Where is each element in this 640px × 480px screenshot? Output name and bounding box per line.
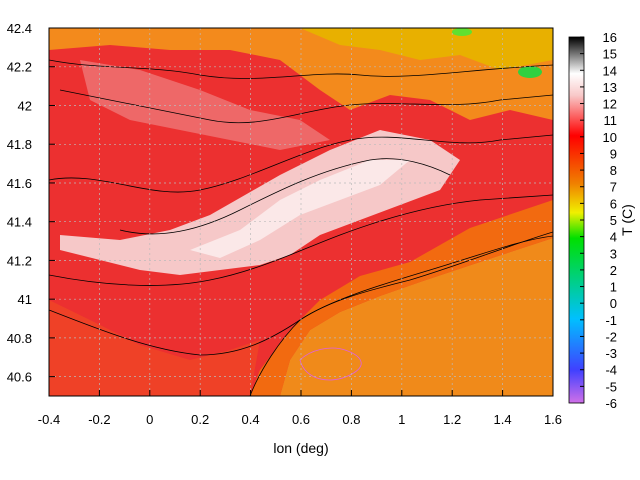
colorbar-title: T (C) xyxy=(619,204,635,236)
x-tick-label: 0.2 xyxy=(191,412,209,427)
x-tick-label: 0 xyxy=(146,412,153,427)
y-tick-label: 41.4 xyxy=(7,215,32,230)
x-axis-title: lon (deg) xyxy=(273,440,328,456)
x-tick-label: -0.4 xyxy=(38,412,60,427)
x-tick-label: 1.2 xyxy=(443,412,461,427)
colorbar-tick-label: 16 xyxy=(603,30,617,45)
interior-core xyxy=(190,160,410,258)
x-tick-label: -0.2 xyxy=(88,412,110,427)
colorbar-tick-label: 0 xyxy=(610,296,617,311)
colorbar-tick-label: -5 xyxy=(605,379,617,394)
coastal-band xyxy=(250,200,553,396)
x-tick-label: 0.6 xyxy=(292,412,310,427)
green-peak-2 xyxy=(452,28,472,36)
y-tick-label: 41.8 xyxy=(7,137,32,152)
y-tick-label: 42 xyxy=(18,98,32,113)
southwest-warm-strip xyxy=(49,300,260,396)
x-tick-label: 1.6 xyxy=(544,412,562,427)
colorbar-tick-label: -6 xyxy=(605,396,617,411)
x-tick-label: 1.4 xyxy=(494,412,512,427)
y-tick-label: 42.2 xyxy=(7,60,32,75)
y-tick-label: 40.8 xyxy=(7,331,32,346)
colorbar-tick-label: -3 xyxy=(605,346,617,361)
contour-lines xyxy=(49,59,553,396)
colorbar-tick-label: 5 xyxy=(610,213,617,228)
colorbar-tick-label: -4 xyxy=(605,363,617,378)
colorbar-tick-label: 9 xyxy=(610,146,617,161)
colorbar-tick-label: 13 xyxy=(603,80,617,95)
y-tick-label: 40.6 xyxy=(7,370,32,385)
grid xyxy=(49,28,553,396)
y-tick-label: 42.4 xyxy=(7,21,32,36)
y-tick-label: 41 xyxy=(18,292,32,307)
colorbar-tick-label: -1 xyxy=(605,313,617,328)
colorbar-tick-label: 14 xyxy=(603,63,617,78)
northern-pale-area xyxy=(80,60,330,150)
colorbar-tick-label: 1 xyxy=(610,280,617,295)
colorbar-tick-label: 8 xyxy=(610,163,617,178)
x-axis: -0.4 -0.2 0 0.2 0.4 0.6 0.8 1 1.2 1.4 1.6 xyxy=(38,390,562,427)
colorbar-tick-label: 10 xyxy=(603,130,617,145)
colorbar-tick-label: 7 xyxy=(610,180,617,195)
plot-area xyxy=(49,28,553,396)
colorbar-tick-label: 2 xyxy=(610,263,617,278)
green-peak-1 xyxy=(518,66,542,78)
y-axis: 40.6 40.8 41 41.2 41.4 41.6 41.8 42 42.2 42.4 xyxy=(7,21,55,385)
colorbar-tick-label: 4 xyxy=(610,230,617,245)
colorbar-tick-label: 6 xyxy=(610,196,617,211)
colorbar-tick-label: -2 xyxy=(605,329,617,344)
x-tick-label: 1 xyxy=(398,412,405,427)
colorbar-tick-label: 11 xyxy=(604,113,618,128)
colorbar-tick-label: 15 xyxy=(603,47,617,62)
x-tick-label: 0.8 xyxy=(342,412,360,427)
y-tick-label: 41.6 xyxy=(7,176,32,191)
colorbar-tick-label: 3 xyxy=(610,246,617,261)
colorbar-tick-label: 12 xyxy=(603,97,617,112)
x-tick-label: 0.4 xyxy=(242,412,260,427)
northern-peaks xyxy=(300,28,553,70)
y-tick-label: 41.2 xyxy=(7,253,32,268)
